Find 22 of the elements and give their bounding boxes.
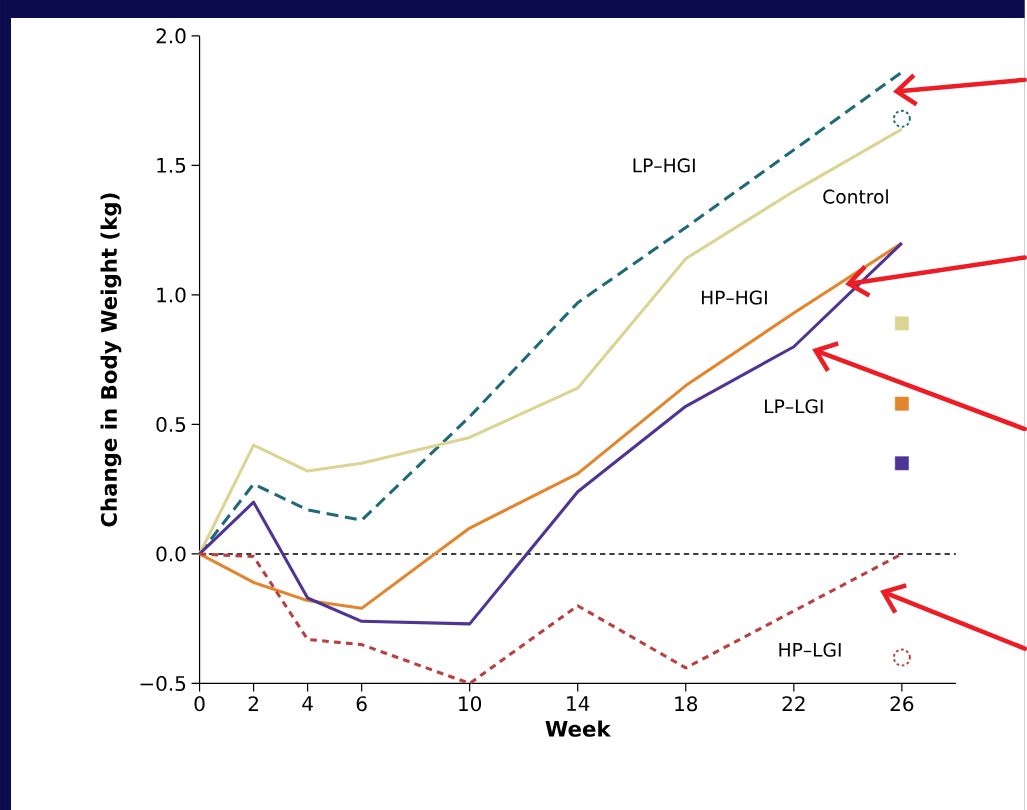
x-tick-label: 26 (890, 696, 914, 712)
y-tick-label: 0.0 (156, 546, 186, 562)
x-tick-label: 6 (356, 696, 367, 712)
y-tick-label: −0.5 (140, 675, 186, 691)
y-tick-label: 0.5 (156, 416, 186, 432)
x-tick-label: 10 (459, 696, 482, 712)
series-label: LP–LGI (765, 399, 823, 414)
series-label: HP–HGI (701, 290, 767, 305)
y-tick-label: 1.5 (157, 157, 186, 173)
x-tick-label: 2 (248, 696, 258, 711)
y-axis-title: Change in Body Weight (kg) (100, 193, 122, 527)
y-tick-label: 2.0 (156, 28, 186, 44)
x-tick-label: 18 (675, 696, 698, 712)
x-tick-label: 14 (567, 696, 590, 711)
x-axis-title: Week (545, 720, 612, 737)
y-tick-label: 1.0 (157, 287, 186, 303)
series-label: HP–LGI (779, 642, 841, 657)
x-tick-label: 22 (782, 696, 805, 711)
x-tick-label: 0 (194, 696, 205, 712)
series-label: Control (823, 189, 888, 204)
text: LP–HGI (633, 158, 695, 173)
x-tick-label: 4 (302, 696, 313, 711)
